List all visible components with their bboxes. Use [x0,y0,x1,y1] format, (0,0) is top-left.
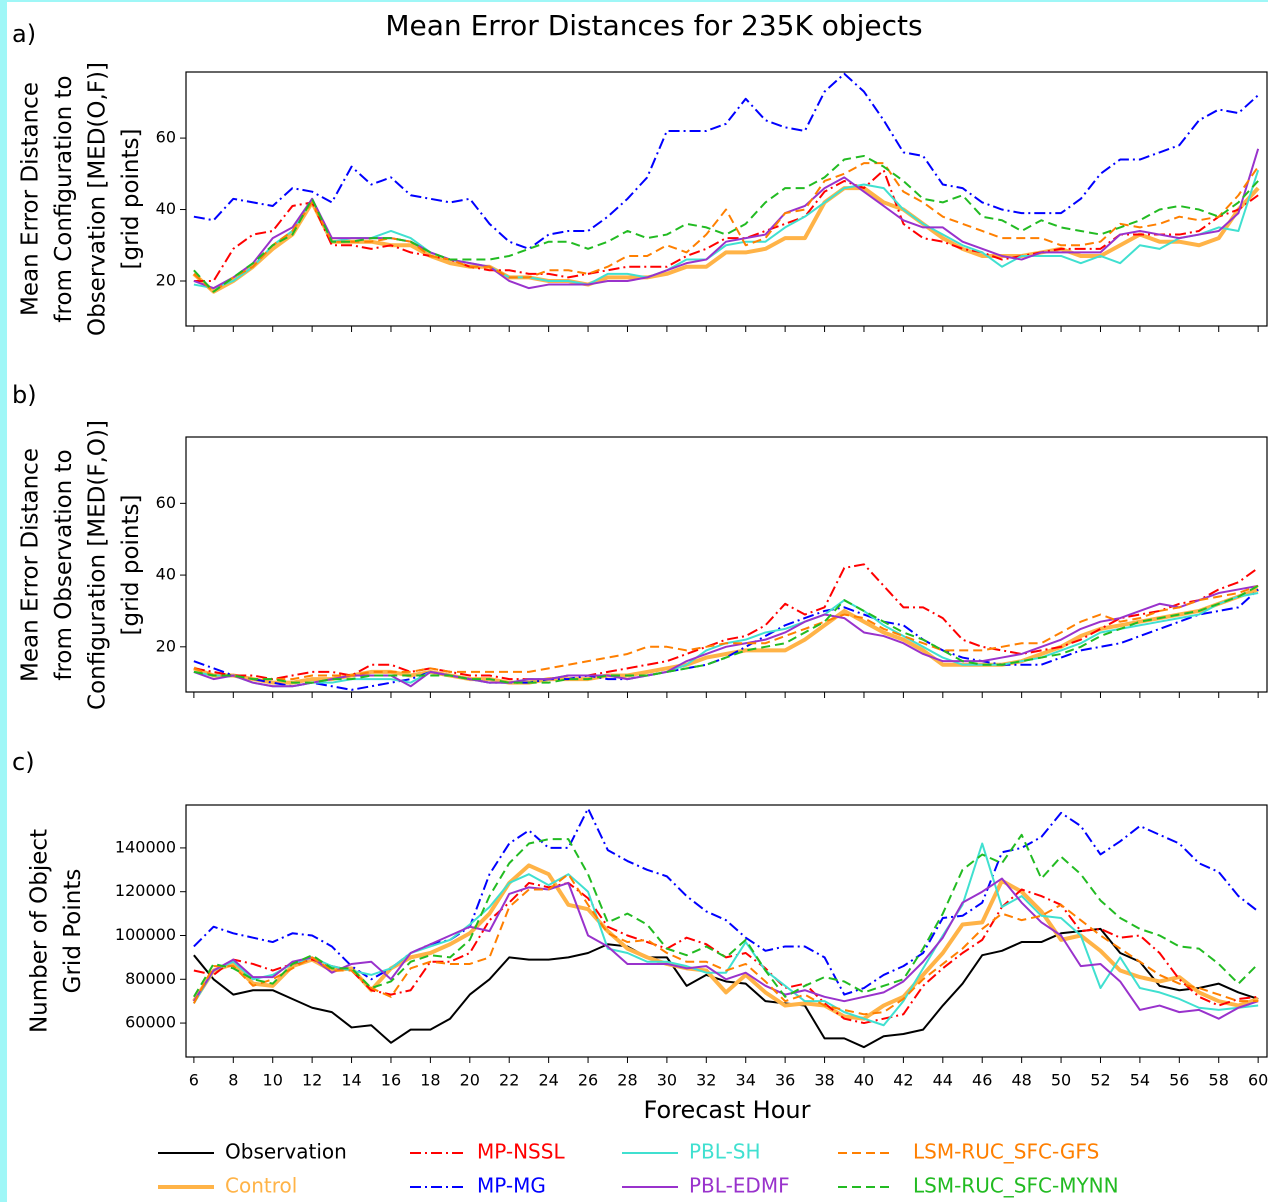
series-line [192,873,1259,1016]
legend-label: LSM-RUC_SFC-GFS [913,1140,1099,1164]
x-tick-label: 16 [381,1071,401,1090]
legend-label: MP-MG [477,1174,546,1198]
x-tick-label: 54 [1130,1071,1150,1090]
legend-label: MP-NSSL [477,1140,565,1164]
x-tick-label: 24 [538,1071,558,1090]
y-tick-label: 60 [156,493,176,512]
chart-title: Mean Error Distances for 235K objects [385,9,922,42]
series-line [193,169,1259,282]
plot-area [193,563,1259,691]
x-tick-label: 44 [933,1071,953,1090]
legend-label: LSM-RUC_SFC-MYNN [913,1174,1119,1198]
x-tick-label: 32 [696,1071,716,1090]
x-tick-label: 20 [460,1071,480,1090]
series-line [193,162,1259,293]
series-line [193,927,1259,1049]
x-tick-label: 30 [657,1071,677,1090]
y-tick-label: 60 [156,128,176,147]
plot-area [192,72,1260,294]
y-tick-label: 60000 [125,1013,176,1032]
y-axis-label: from Observation to [51,449,77,680]
x-axis-label: Forecast Hour [644,1096,811,1124]
x-tick-label: 42 [893,1071,913,1090]
x-tick-label: 14 [341,1071,361,1090]
y-axis-label: Observation [MED(O,F)] [85,62,111,336]
y-tick-label: 80000 [125,969,176,988]
y-tick-label: 40 [156,199,176,218]
series-line [193,72,1259,250]
x-tick-label: 58 [1209,1071,1229,1090]
legend-label: PBL-EDMF [689,1174,790,1198]
legend-label: PBL-SH [689,1140,761,1164]
series-line [193,877,1259,1020]
window-border [0,0,1268,2]
series-line [193,154,1259,293]
x-tick-label: 12 [302,1071,322,1090]
series-line [193,584,1259,681]
axes-frame [185,436,1268,693]
x-tick-label: 52 [1090,1071,1110,1090]
x-tick-label: 40 [854,1071,874,1090]
x-tick-label: 34 [736,1071,756,1090]
y-tick-label: 20 [156,270,176,289]
y-axis-label: Mean Error Distance [18,448,44,682]
y-axis-label: Grid Points [60,869,86,994]
y-axis-label: Configuration [MED(F,O)] [85,420,111,710]
x-tick-label: 56 [1169,1071,1189,1090]
series-line [193,807,1259,996]
y-tick-label: 100000 [115,925,176,944]
series-line [193,881,1259,1025]
legend-label: Control [225,1174,297,1198]
panel-label: a) [12,20,36,48]
axes-frame [185,71,1268,327]
panel-label: b) [12,381,37,409]
x-tick-label: 22 [499,1071,519,1090]
panel-label: c) [12,748,35,776]
x-tick-label: 46 [972,1071,992,1090]
series-line [193,584,1259,688]
y-tick-label: 40 [156,565,176,584]
axes-frame [185,804,1268,1058]
legend-label: Observation [225,1140,347,1164]
x-tick-label: 26 [578,1071,598,1090]
x-tick-label: 10 [263,1071,283,1090]
y-axis-label: [grid points] [118,129,144,270]
y-tick-label: 120000 [115,881,176,900]
x-tick-label: 28 [617,1071,637,1090]
x-tick-label: 60 [1248,1071,1268,1090]
y-axis-label: [grid points] [118,495,144,636]
x-tick-label: 36 [775,1071,795,1090]
y-axis-label: Number of Object [27,829,53,1033]
series-line [193,584,1259,684]
x-tick-label: 6 [189,1071,199,1090]
y-tick-label: 20 [156,636,176,655]
x-tick-label: 18 [420,1071,440,1090]
series-line [193,563,1259,681]
series-line [193,842,1259,1027]
x-tick-label: 8 [228,1071,238,1090]
series-line [193,587,1259,685]
x-tick-label: 48 [1011,1071,1031,1090]
plot-area [192,807,1259,1049]
x-tick-label: 38 [814,1071,834,1090]
y-tick-label: 140000 [115,837,176,856]
y-axis-label: from Configuration to [51,75,77,322]
y-axis-label: Mean Error Distance [18,82,44,316]
window-border [0,0,7,1202]
x-tick-label: 50 [1051,1071,1071,1090]
